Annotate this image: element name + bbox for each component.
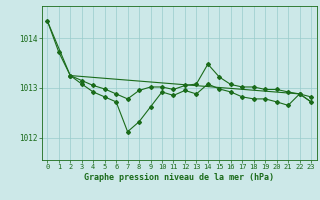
X-axis label: Graphe pression niveau de la mer (hPa): Graphe pression niveau de la mer (hPa) [84,173,274,182]
